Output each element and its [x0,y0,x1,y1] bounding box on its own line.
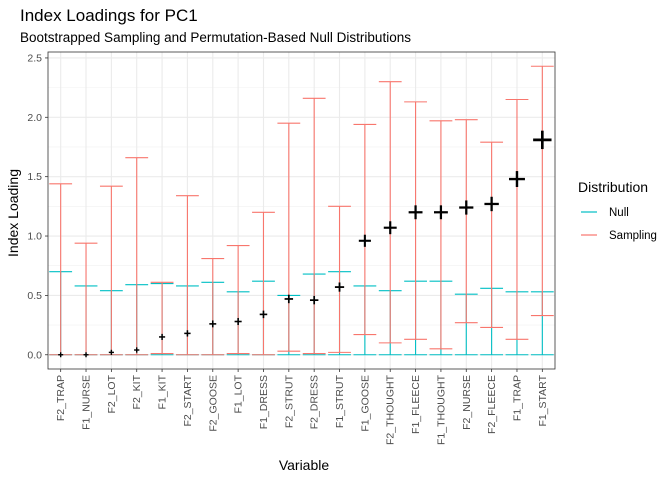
sampling-series-layer [49,65,554,356]
y-tick-label: 0.0 [27,349,42,361]
x-tick-label: F2_TRAP [55,375,67,421]
x-tick-label: F1_THOUGHT [435,374,447,445]
sampling-errorbar [125,157,149,356]
sampling-errorbar [404,101,427,340]
chart-subtitle: Bootstrapped Sampling and Permutation-Ba… [20,30,411,45]
point-estimate-marker [459,200,474,215]
chart-title: Index Loadings for PC1 [20,6,198,25]
sampling-errorbar [480,141,504,328]
sampling-errorbar [378,81,402,344]
sampling-errorbar [150,281,174,355]
point-estimate-marker [358,234,371,247]
y-tick-label: 2.0 [27,112,42,124]
x-tick-label: F1_DRESS [258,375,270,429]
point-estimate-marker [184,330,191,337]
legend-entries: Null Sampling [581,207,657,242]
sampling-errorbar [226,244,250,355]
sampling-errorbar [429,120,453,350]
point-estimate-layer [58,130,552,358]
point-estimate-marker [508,171,525,188]
x-axis-title: Variable [279,457,330,473]
y-axis-title: Index Loading [5,169,21,257]
point-estimate-marker [209,320,217,328]
sampling-errorbar [454,119,478,324]
panel-border [47,51,556,370]
x-tick-label: F2_START [182,374,194,426]
y-tick-label: 1.5 [27,171,42,183]
x-tick-label: F1_STRUT [334,374,346,428]
y-axis: 0.0 0.5 1.0 1.5 2.0 2.5 [27,52,48,361]
sampling-errorbar [201,258,225,356]
x-tick-label: F1_NURSE [81,375,93,430]
x-tick-label: F1_TRAP [511,375,523,421]
x-tick-label: F2_LOT [106,374,118,413]
point-estimate-marker [334,282,345,292]
sampling-errorbar [530,65,554,317]
sampling-errorbar [252,211,275,356]
x-tick-label: F2_GOOSE [207,375,219,432]
point-estimate-marker [108,349,114,355]
sampling-errorbar [176,195,199,356]
point-estimate-marker [309,295,319,305]
point-estimate-marker [408,205,423,220]
x-tick-label: F1_START [537,374,549,426]
sampling-errorbar [353,123,377,336]
x-tick-label: F2_STRUT [283,374,295,428]
sampling-errorbar [277,122,301,352]
x-tick-label: F2_KIT [131,374,143,409]
x-tick-label: F1_KIT [157,374,169,409]
legend-label-null: Null [609,207,629,219]
sampling-errorbar [328,205,351,353]
x-tick-label: F2_THOUGHT [385,374,397,445]
legend-entry-null: Null [581,207,629,219]
x-tick-label: F1_FLEECE [410,375,422,434]
x-tick-label: F1_GOOSE [359,375,371,432]
legend: Distribution Null Sampling [578,179,657,242]
point-estimate-marker [433,205,448,220]
x-tick-label: F1_LOT [233,374,245,413]
x-tick-label: F2_DRESS [309,375,321,429]
point-estimate-marker [383,221,397,235]
point-estimate-marker [58,352,64,358]
legend-entry-sampling: Sampling [581,230,657,242]
x-tick-label: F2_FLEECE [486,375,498,434]
point-estimate-marker [83,352,89,358]
sampling-errorbar [302,97,326,355]
point-estimate-marker [484,196,499,212]
y-tick-label: 1.0 [27,231,42,243]
point-estimate-marker [284,294,294,304]
y-tick-label: 0.5 [27,290,42,302]
point-estimate-marker [134,347,140,353]
point-estimate-marker [259,310,268,319]
plot-panel [47,51,556,370]
legend-label-sampling: Sampling [609,230,657,242]
y-tick-label: 2.5 [27,52,42,64]
legend-title: Distribution [578,179,648,195]
x-tick-label: F2_NURSE [461,375,473,430]
point-estimate-marker [533,130,552,150]
x-axis: F2_TRAP F1_NURSE F2_LOT F2_KIT F1_KIT F2_STAR… [55,369,549,445]
point-estimate-marker [234,317,242,326]
point-estimate-marker [159,333,166,340]
panel-background [48,52,555,369]
sampling-errorbar [505,98,529,340]
